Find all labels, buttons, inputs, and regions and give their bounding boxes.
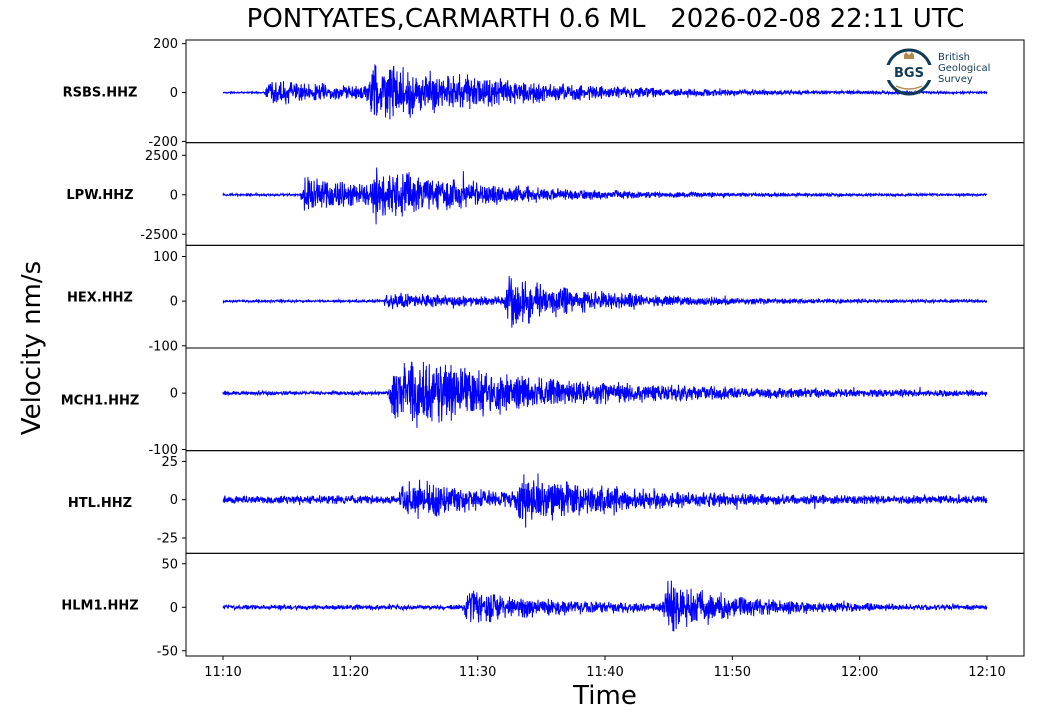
x-tick-label: 11:30 [459,665,496,680]
station-label: HEX.HHZ [67,291,133,306]
station-label: MCH1.HHZ [61,393,140,408]
waveform-hex-hhz [222,275,988,328]
y-tick-label: 25 [161,455,178,470]
station-label: HLM1.HHZ [61,599,138,614]
y-tick-label: -50 [157,644,178,659]
chart-title: PONTYATES,CARMARTH 0.6 ML 2026-02-08 22:… [246,4,965,34]
bgs-logo-letters: BGS [894,66,924,81]
y-tick-label: 0 [170,601,178,616]
bgs-logo-mark: BGS [885,48,933,96]
bgs-logo-text: British Geological Survey [938,52,990,85]
x-tick-label: 11:40 [586,665,623,680]
y-tick-label: 100 [153,250,178,265]
logo-line-2: Geological [938,63,991,74]
y-tick-label: 0 [170,387,178,402]
y-tick-label: -2500 [140,228,178,243]
y-tick-label: 2500 [145,149,178,164]
y-tick-label: -100 [148,339,178,354]
y-tick-label: 200 [153,37,178,52]
station-label: RSBS.HHZ [63,85,138,100]
waveform-htl-hhz [222,473,988,528]
waveform-lpw-hhz [222,167,988,225]
station-label: LPW.HHZ [66,188,133,203]
logo-line-3: Survey [938,74,973,85]
x-tick-label: 11:20 [332,665,369,680]
waveform-hlm1-hhz [222,580,988,632]
x-tick-label: 12:10 [968,665,1005,680]
waveform-rsbs-hhz [222,64,988,120]
x-tick-label: 12:00 [841,665,878,680]
y-tick-label: 0 [170,493,178,508]
bgs-logo: BGS [884,46,1014,98]
logo-line-1: British [938,52,970,63]
y-tick-label: -100 [148,443,178,458]
y-tick-label: 0 [170,86,178,101]
y-tick-label: 50 [161,557,178,572]
y-tick-label: -25 [157,532,178,547]
x-tick-label: 11:50 [714,665,751,680]
x-axis-label: Time [573,681,637,711]
y-tick-label: 0 [170,188,178,203]
station-label: HTL.HHZ [68,496,132,511]
y-tick-label: -200 [148,135,178,150]
x-tick-label: 11:10 [204,665,241,680]
y-tick-label: 0 [170,295,178,310]
panel-frame [185,552,1025,657]
waveform-mch1-hhz [222,361,988,428]
